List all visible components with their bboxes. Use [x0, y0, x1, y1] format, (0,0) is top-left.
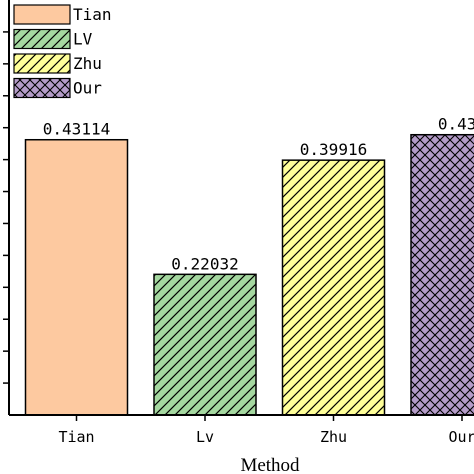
x-tick-label-tian: Tian: [58, 428, 94, 446]
legend-item-zhu: Zhu: [13, 53, 102, 74]
value-labels-group: 0.43114 0.22032 0.39916 0.439: [43, 115, 474, 274]
bar-tian: [24, 138, 129, 416]
bar-our: [410, 133, 474, 416]
x-axis-title: Method: [240, 455, 300, 474]
bar-zhu: [281, 159, 386, 416]
x-tick-label-our: Our: [448, 428, 474, 446]
x-ticks-group: Tian Lv Zhu Our: [58, 415, 474, 446]
legend-label-our: Our: [73, 79, 102, 98]
legend: Tian LV Zhu Our: [13, 4, 112, 99]
legend-label-tian: Tian: [73, 5, 112, 24]
legend-item-our: Our: [13, 77, 102, 99]
x-tick-label-lv: Lv: [196, 428, 214, 446]
x-tick-label-zhu: Zhu: [320, 428, 347, 446]
value-label-tian: 0.43114: [43, 120, 110, 139]
legend-item-tian: Tian: [13, 4, 112, 25]
bar-lv: [153, 273, 257, 416]
value-label-lv: 0.22032: [171, 254, 238, 273]
legend-label-zhu: Zhu: [73, 54, 102, 73]
value-label-our: 0.439: [438, 115, 474, 134]
legend-label-lv: LV: [73, 30, 93, 49]
legend-item-lv: LV: [13, 28, 93, 50]
y-ticks-group: [3, 31, 9, 384]
bars-group: [24, 133, 474, 416]
value-label-zhu: 0.39916: [300, 140, 367, 159]
